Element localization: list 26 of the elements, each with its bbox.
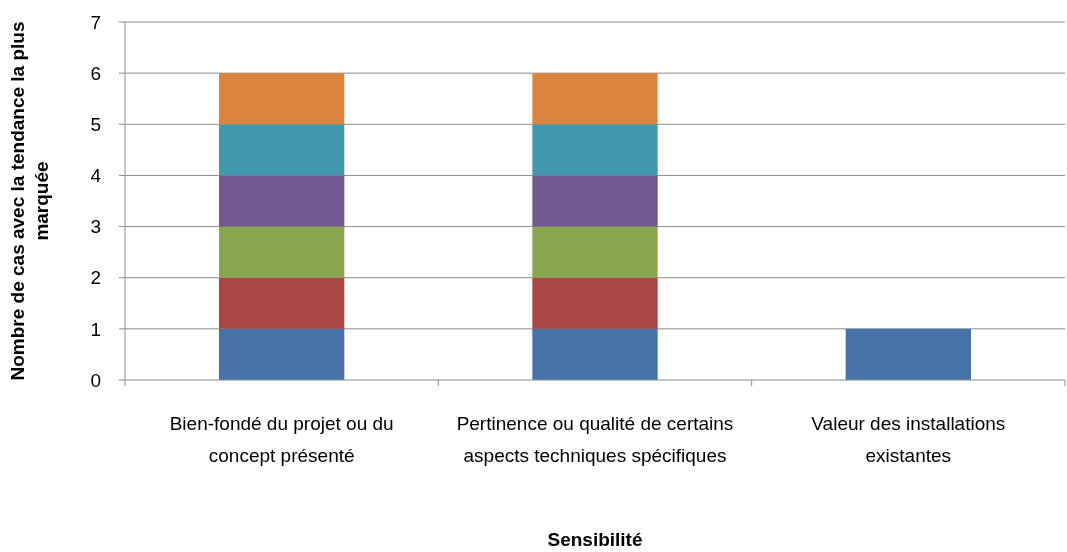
y-tick-label: 5 <box>90 113 101 135</box>
x-tick-label: Pertinence ou qualité de certains aspects techniques spécifiques <box>456 413 734 466</box>
y-tick-label: 1 <box>90 318 101 340</box>
bar <box>219 73 345 125</box>
x-tick-label: Bien-fondé du projet ou du concept présenté <box>169 413 394 466</box>
bar <box>532 124 658 176</box>
y-tick-label: 4 <box>90 165 102 187</box>
bar <box>219 328 345 380</box>
bar <box>532 175 658 227</box>
y-tick-label: 2 <box>90 267 101 289</box>
bar <box>219 175 345 227</box>
bar <box>219 226 345 278</box>
y-tick-label: 7 <box>90 11 101 33</box>
x-axis-title: Sensibilité <box>547 529 643 550</box>
bar <box>532 277 658 329</box>
y-tick-label: 3 <box>90 216 101 238</box>
bar <box>532 73 658 125</box>
y-tick-label: 0 <box>90 369 101 391</box>
bar <box>532 226 658 278</box>
bar <box>845 328 971 380</box>
bar <box>219 277 345 329</box>
y-tick-label: 6 <box>90 62 101 84</box>
y-axis-title: Nombre de cas avec la tendance la plus marquée <box>7 21 52 381</box>
bar <box>532 328 658 380</box>
x-tick-label: Valeur des installations existantes <box>811 413 1006 466</box>
bar <box>219 124 345 176</box>
